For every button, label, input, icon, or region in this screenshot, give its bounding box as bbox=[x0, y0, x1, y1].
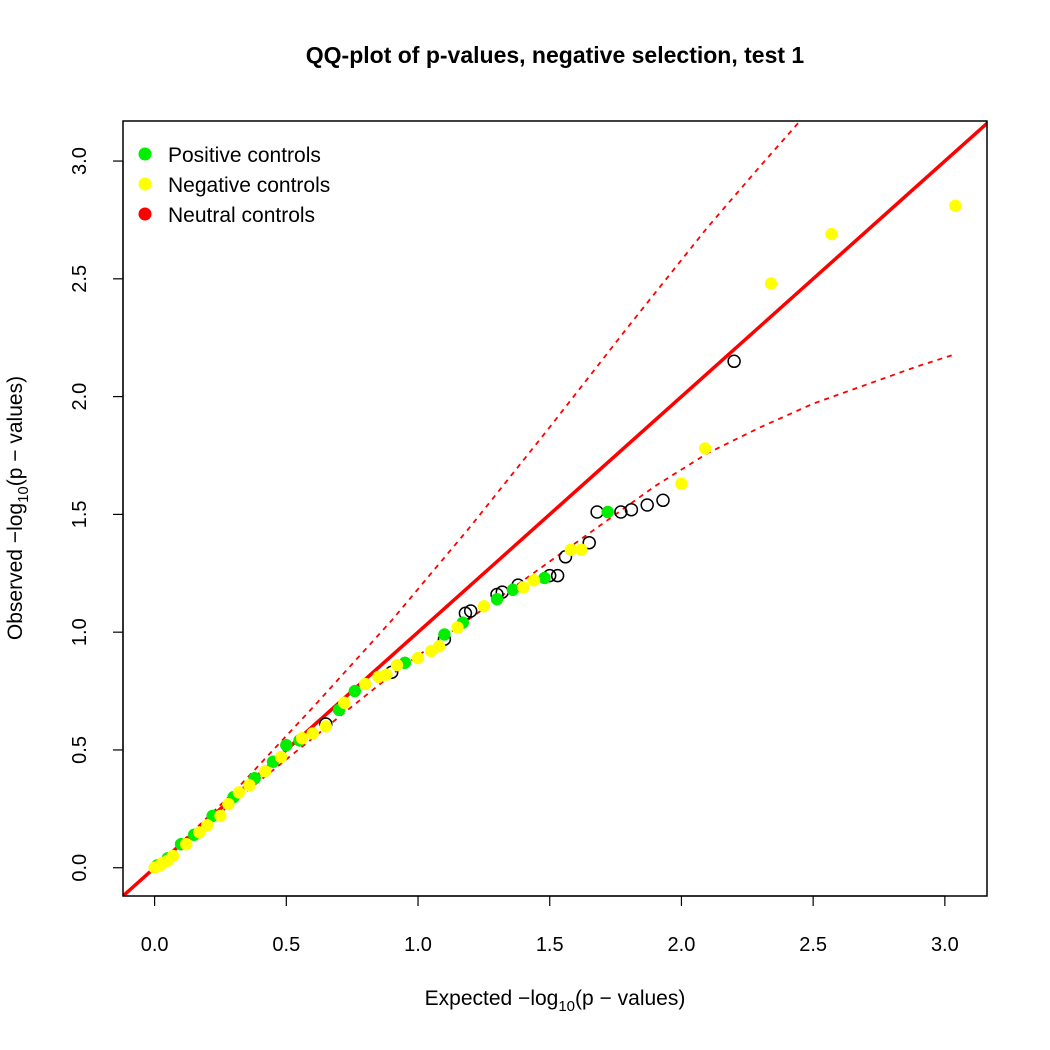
data-point bbox=[506, 583, 520, 597]
data-point bbox=[411, 651, 425, 665]
data-point bbox=[232, 786, 246, 799]
data-point bbox=[575, 543, 588, 556]
data-point bbox=[538, 571, 551, 585]
legend-marker-neutral bbox=[138, 207, 152, 221]
y-axis-label-suffix: (p − values) bbox=[4, 376, 27, 486]
y-tick-label: 1.0 bbox=[69, 618, 91, 646]
x-tick-label: 1.0 bbox=[404, 934, 432, 956]
data-point bbox=[764, 277, 778, 290]
x-tick-label: 0.5 bbox=[272, 934, 300, 956]
x-tick-label: 1.5 bbox=[536, 934, 564, 956]
y-tick-label: 1.5 bbox=[69, 500, 91, 528]
x-axis-label: Expected −log10(p − values) bbox=[425, 987, 686, 1015]
x-axis-label-text: Expected −log bbox=[425, 987, 559, 1010]
y-axis-label-text: Observed −log bbox=[4, 503, 27, 640]
data-point bbox=[258, 764, 272, 778]
data-point bbox=[432, 640, 446, 653]
y-axis-label: Observed −log10(p − values) bbox=[4, 376, 32, 640]
y-tick-label: 2.0 bbox=[69, 383, 91, 411]
confidence-band-upper bbox=[153, 121, 801, 869]
data-point bbox=[438, 628, 451, 641]
x-tick-label: 3.0 bbox=[931, 934, 959, 956]
data-point bbox=[166, 849, 180, 863]
data-point bbox=[359, 677, 372, 691]
plot-area bbox=[123, 121, 987, 896]
legend-marker-negative bbox=[138, 177, 152, 191]
data-point bbox=[463, 604, 478, 618]
data-point bbox=[517, 581, 530, 594]
data-point bbox=[590, 505, 604, 519]
y-tick-label: 3.0 bbox=[69, 147, 91, 175]
data-point bbox=[727, 354, 741, 369]
legend-marker-positive bbox=[138, 147, 152, 161]
x-tick-label: 2.0 bbox=[668, 934, 696, 956]
x-tick-label: 0.0 bbox=[141, 934, 169, 956]
data-point bbox=[295, 731, 309, 745]
y-tick-label: 0.5 bbox=[69, 736, 91, 764]
data-point bbox=[214, 809, 227, 823]
data-point bbox=[564, 543, 578, 556]
legend-label-neutral: Neutral controls bbox=[168, 204, 315, 227]
data-point bbox=[348, 684, 362, 698]
x-axis-label-suffix: (p − values) bbox=[575, 987, 685, 1010]
data-point bbox=[193, 826, 206, 839]
data-point bbox=[380, 668, 393, 681]
data-point bbox=[624, 502, 639, 517]
data-point bbox=[656, 493, 670, 508]
data-point bbox=[390, 658, 404, 672]
x-axis: 0.0 0.5 1.0 1.5 2.0 2.5 3.0 bbox=[141, 895, 959, 956]
data-point bbox=[274, 750, 288, 764]
data-point bbox=[451, 621, 464, 634]
data-point bbox=[490, 592, 504, 606]
series-negative bbox=[148, 199, 962, 874]
data-point bbox=[949, 199, 962, 213]
legend-label-positive: Positive controls bbox=[168, 144, 321, 167]
legend: Positive controls Negative controls Neutra… bbox=[138, 144, 330, 227]
data-point bbox=[550, 568, 565, 583]
y-tick-label: 2.5 bbox=[69, 265, 91, 293]
data-point bbox=[179, 837, 193, 851]
data-point bbox=[243, 779, 256, 792]
data-point bbox=[698, 442, 712, 455]
data-point bbox=[527, 574, 541, 587]
chart-title: QQ-plot of p-values, negative selection,… bbox=[306, 42, 805, 68]
data-point bbox=[640, 498, 654, 512]
x-tick-label: 2.5 bbox=[799, 934, 827, 956]
data-point bbox=[477, 600, 491, 613]
data-point bbox=[338, 696, 351, 710]
y-tick-label: 0.0 bbox=[69, 854, 91, 882]
data-point bbox=[614, 505, 628, 519]
y-axis: 0.0 0.5 1.0 1.5 2.0 2.5 3.0 bbox=[69, 147, 124, 882]
x-axis-label-subscript: 10 bbox=[558, 998, 575, 1015]
data-point bbox=[601, 505, 614, 519]
y-axis-label-subscript: 10 bbox=[15, 486, 32, 503]
legend-label-negative: Negative controls bbox=[168, 174, 330, 197]
data-point bbox=[201, 819, 214, 832]
data-point bbox=[222, 797, 235, 811]
data-point bbox=[582, 535, 596, 550]
data-point bbox=[280, 738, 293, 752]
data-point bbox=[825, 227, 838, 241]
confidence-band-lower bbox=[154, 353, 956, 869]
data-point bbox=[319, 720, 333, 733]
data-point bbox=[675, 477, 688, 491]
data-point bbox=[306, 727, 319, 740]
